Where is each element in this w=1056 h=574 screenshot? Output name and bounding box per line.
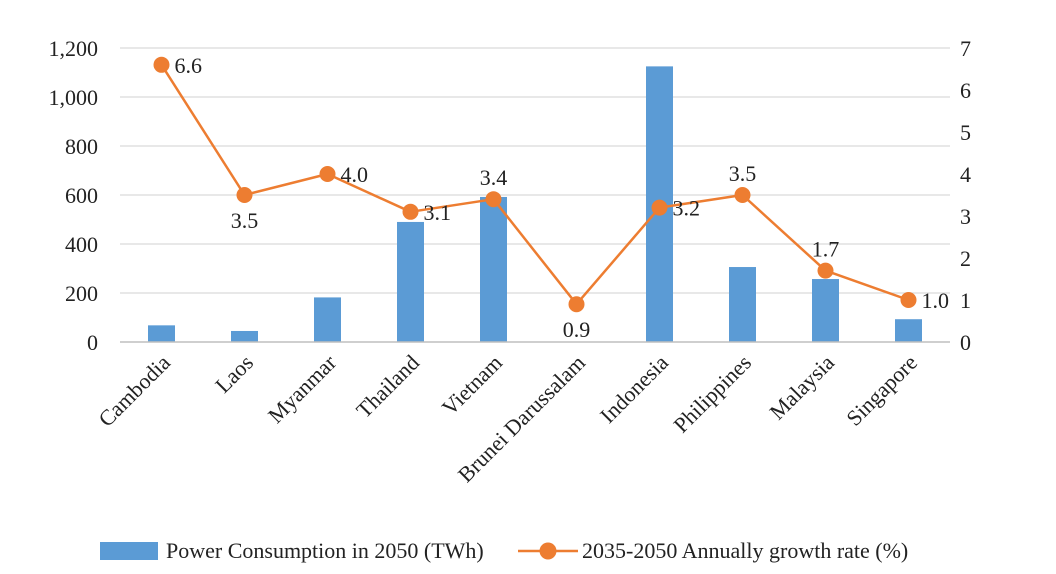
left-axis-ticks: 0 200 400 600 800 1,000 1,200 [49,36,99,355]
data-label: 0.9 [563,317,591,342]
right-axis-ticks: 0 1 2 3 4 5 6 7 [960,36,971,355]
category-label: Philippines [668,350,756,438]
bar-laos [231,330,258,342]
right-tick-label: 2 [960,246,971,271]
category-labels: Cambodia Laos Myanmar Thailand VietnamBrunei… [93,349,922,487]
category-label: Vietnam [437,350,507,420]
data-label: 1.7 [812,237,840,262]
left-tick-label: 800 [65,134,98,159]
gridlines [120,47,950,294]
bar-series [148,66,922,342]
left-tick-label: 1,000 [49,85,99,110]
bar-thailand [397,221,424,342]
growth-rate-line [160,64,909,306]
data-label: 3.5 [729,161,757,186]
bar-myanmar [314,297,341,342]
data-labels: 6.6 3.5 4.0 3.1 3.4 0.9 3.2 3.5 1.7 1.0 [175,53,950,342]
category-label: Thailand [351,350,424,423]
point-malaysia [817,262,834,279]
legend-line-marker [539,542,557,560]
right-tick-label: 7 [960,36,971,61]
bar-malaysia [812,279,839,342]
legend-line-label: 2035-2050 Annually growth rate (%) [582,538,908,563]
left-tick-label: 200 [65,281,98,306]
right-tick-label: 4 [960,162,971,187]
left-tick-label: 0 [87,330,98,355]
right-tick-label: 5 [960,120,971,145]
right-tick-label: 6 [960,78,971,103]
right-tick-label: 0 [960,330,971,355]
data-label: 1.0 [922,288,950,313]
bar-singapore [895,319,922,342]
point-indonesia [651,199,668,216]
data-label: 3.1 [424,200,452,225]
data-label: 3.4 [480,165,508,190]
right-tick-label: 3 [960,204,971,229]
point-myanmar [319,166,336,182]
point-brunei-darussalam [568,296,585,313]
category-label: Indonesia [595,350,673,428]
bar-cambodia [148,325,175,342]
data-label: 4.0 [341,162,369,187]
bar-vietnam [480,196,507,342]
point-singapore [900,292,917,308]
category-label: Myanmar [263,349,342,428]
left-tick-label: 400 [65,232,98,257]
data-label: 3.5 [231,208,259,233]
category-label: Laos [210,350,258,398]
category-label: Singapore [841,350,922,431]
line-series [160,64,909,306]
category-label: Cambodia [93,350,175,432]
legend-bar-swatch [100,542,158,560]
bar-philippines [729,267,756,342]
left-tick-label: 1,200 [49,36,99,61]
line-markers [153,56,917,313]
point-philippines [734,187,751,203]
point-thailand [402,203,419,220]
left-tick-label: 600 [65,183,98,208]
legend-bar-label: Power Consumption in 2050 (TWh) [166,538,484,563]
category-label: Malaysia [764,350,839,425]
point-cambodia [153,56,170,73]
point-laos [236,187,253,203]
point-vietnam [485,191,502,208]
legend: Power Consumption in 2050 (TWh) 2035-205… [100,538,908,563]
data-label: 6.6 [175,53,203,78]
data-label: 3.2 [673,196,701,221]
right-tick-label: 1 [960,288,971,313]
